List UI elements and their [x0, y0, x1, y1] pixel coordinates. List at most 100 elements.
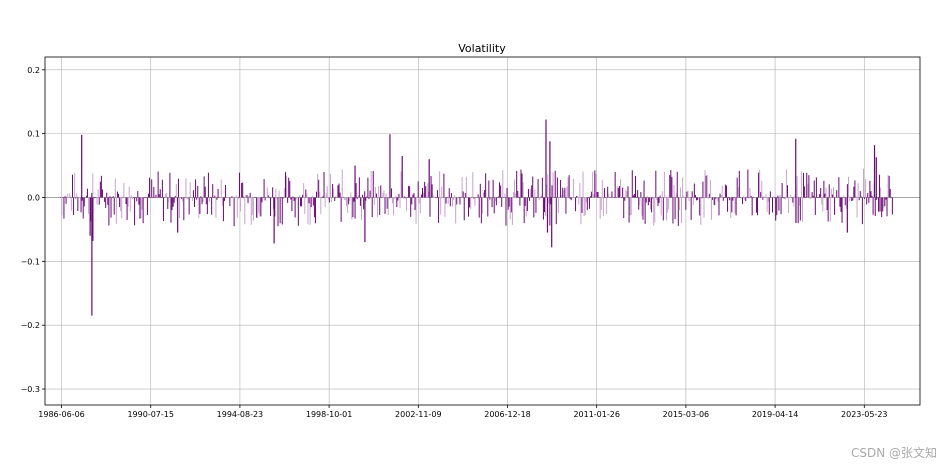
volatility-spike — [428, 159, 430, 198]
volatility-bar — [805, 197, 807, 198]
volatility-bar — [759, 169, 761, 198]
volatility-bar — [815, 177, 817, 198]
volatility-bar — [624, 197, 626, 201]
volatility-bar — [171, 197, 173, 211]
volatility-bar — [716, 197, 718, 199]
volatility-bar — [197, 185, 199, 198]
volatility-bar — [291, 197, 293, 212]
volatility-bar — [279, 197, 281, 224]
volatility-bar — [210, 196, 212, 198]
volatility-bar — [731, 197, 733, 213]
volatility-bar — [639, 197, 641, 206]
volatility-bar — [485, 173, 487, 198]
volatility-bar — [890, 197, 892, 198]
volatility-bar — [144, 197, 146, 198]
volatility-bar — [845, 197, 847, 209]
volatility-bar — [500, 185, 502, 198]
volatility-bar — [133, 197, 135, 198]
volatility-bar — [381, 197, 383, 198]
volatility-bar — [103, 196, 105, 198]
volatility-bar — [112, 196, 114, 198]
y-tick-label: −0.1 — [21, 257, 40, 266]
volatility-bar — [626, 191, 628, 198]
volatility-bar — [198, 197, 200, 218]
volatility-bar — [735, 197, 737, 216]
volatility-bar — [601, 179, 603, 198]
volatility-bar — [597, 191, 599, 198]
volatility-bar — [518, 197, 520, 198]
volatility-bar — [332, 183, 334, 198]
volatility-bar — [274, 197, 276, 217]
volatility-bar — [713, 197, 715, 206]
volatility-bar — [462, 191, 464, 198]
volatility-bar — [681, 197, 683, 224]
volatility-bar — [752, 197, 754, 198]
volatility-bar — [570, 197, 572, 201]
volatility-bar — [438, 197, 440, 223]
volatility-bar — [849, 197, 851, 202]
volatility-bar — [739, 197, 741, 198]
volatility-bar — [134, 197, 136, 226]
volatility-bar — [860, 196, 862, 198]
volatility-bar — [302, 194, 304, 198]
volatility-bar — [566, 186, 568, 198]
volatility-bar — [532, 176, 534, 198]
volatility-bar — [459, 197, 461, 205]
volatility-bar — [123, 182, 125, 198]
x-tick-label: 1994-08-23 — [217, 410, 264, 419]
volatility-bar — [591, 191, 593, 198]
volatility-bar — [791, 197, 793, 198]
volatility-bar — [338, 183, 340, 198]
volatility-bar — [290, 197, 292, 200]
volatility-bar — [754, 197, 756, 198]
volatility-spike — [91, 197, 93, 316]
volatility-bar — [652, 197, 654, 199]
volatility-bar — [625, 189, 627, 198]
volatility-bar — [152, 197, 154, 198]
volatility-bar — [83, 197, 85, 207]
volatility-bar — [238, 172, 240, 198]
volatility-bar — [862, 168, 864, 198]
volatility-bar — [760, 192, 762, 198]
volatility-bar — [687, 190, 689, 198]
volatility-bar — [790, 194, 792, 198]
volatility-bar — [308, 197, 310, 204]
volatility-bar — [783, 197, 785, 199]
volatility-bar — [92, 173, 94, 198]
volatility-bar — [561, 194, 563, 198]
volatility-bar — [414, 197, 416, 211]
volatility-bar — [220, 179, 222, 198]
volatility-bar — [843, 197, 845, 198]
volatility-bar — [536, 197, 538, 198]
volatility-bar — [891, 197, 893, 215]
volatility-bar — [75, 197, 77, 199]
volatility-bar — [230, 196, 232, 198]
volatility-bar — [679, 187, 681, 198]
volatility-bar — [552, 172, 554, 198]
volatility-bar — [572, 178, 574, 198]
volatility-bar — [457, 197, 459, 199]
y-tick-label: −0.3 — [21, 385, 40, 394]
volatility-bar — [872, 197, 874, 215]
volatility-bar — [623, 197, 625, 219]
volatility-bar — [856, 197, 858, 218]
volatility-bar — [343, 197, 345, 200]
volatility-bar — [346, 197, 348, 207]
y-tick-label: −0.2 — [21, 321, 40, 330]
volatility-bar — [386, 197, 388, 209]
volatility-bar — [621, 197, 623, 198]
volatility-bar — [312, 197, 314, 206]
volatility-bar — [395, 196, 397, 198]
volatility-bar — [605, 197, 607, 198]
volatility-bar — [164, 197, 166, 198]
volatility-bar — [310, 197, 312, 208]
volatility-bar — [374, 186, 376, 198]
volatility-bar — [648, 197, 650, 203]
volatility-bar — [722, 197, 724, 201]
volatility-bar — [714, 197, 716, 206]
volatility-bar — [747, 169, 749, 198]
volatility-bar — [666, 197, 668, 221]
volatility-bar — [189, 182, 191, 198]
volatility-bar — [228, 197, 230, 198]
volatility-bar — [130, 195, 132, 198]
